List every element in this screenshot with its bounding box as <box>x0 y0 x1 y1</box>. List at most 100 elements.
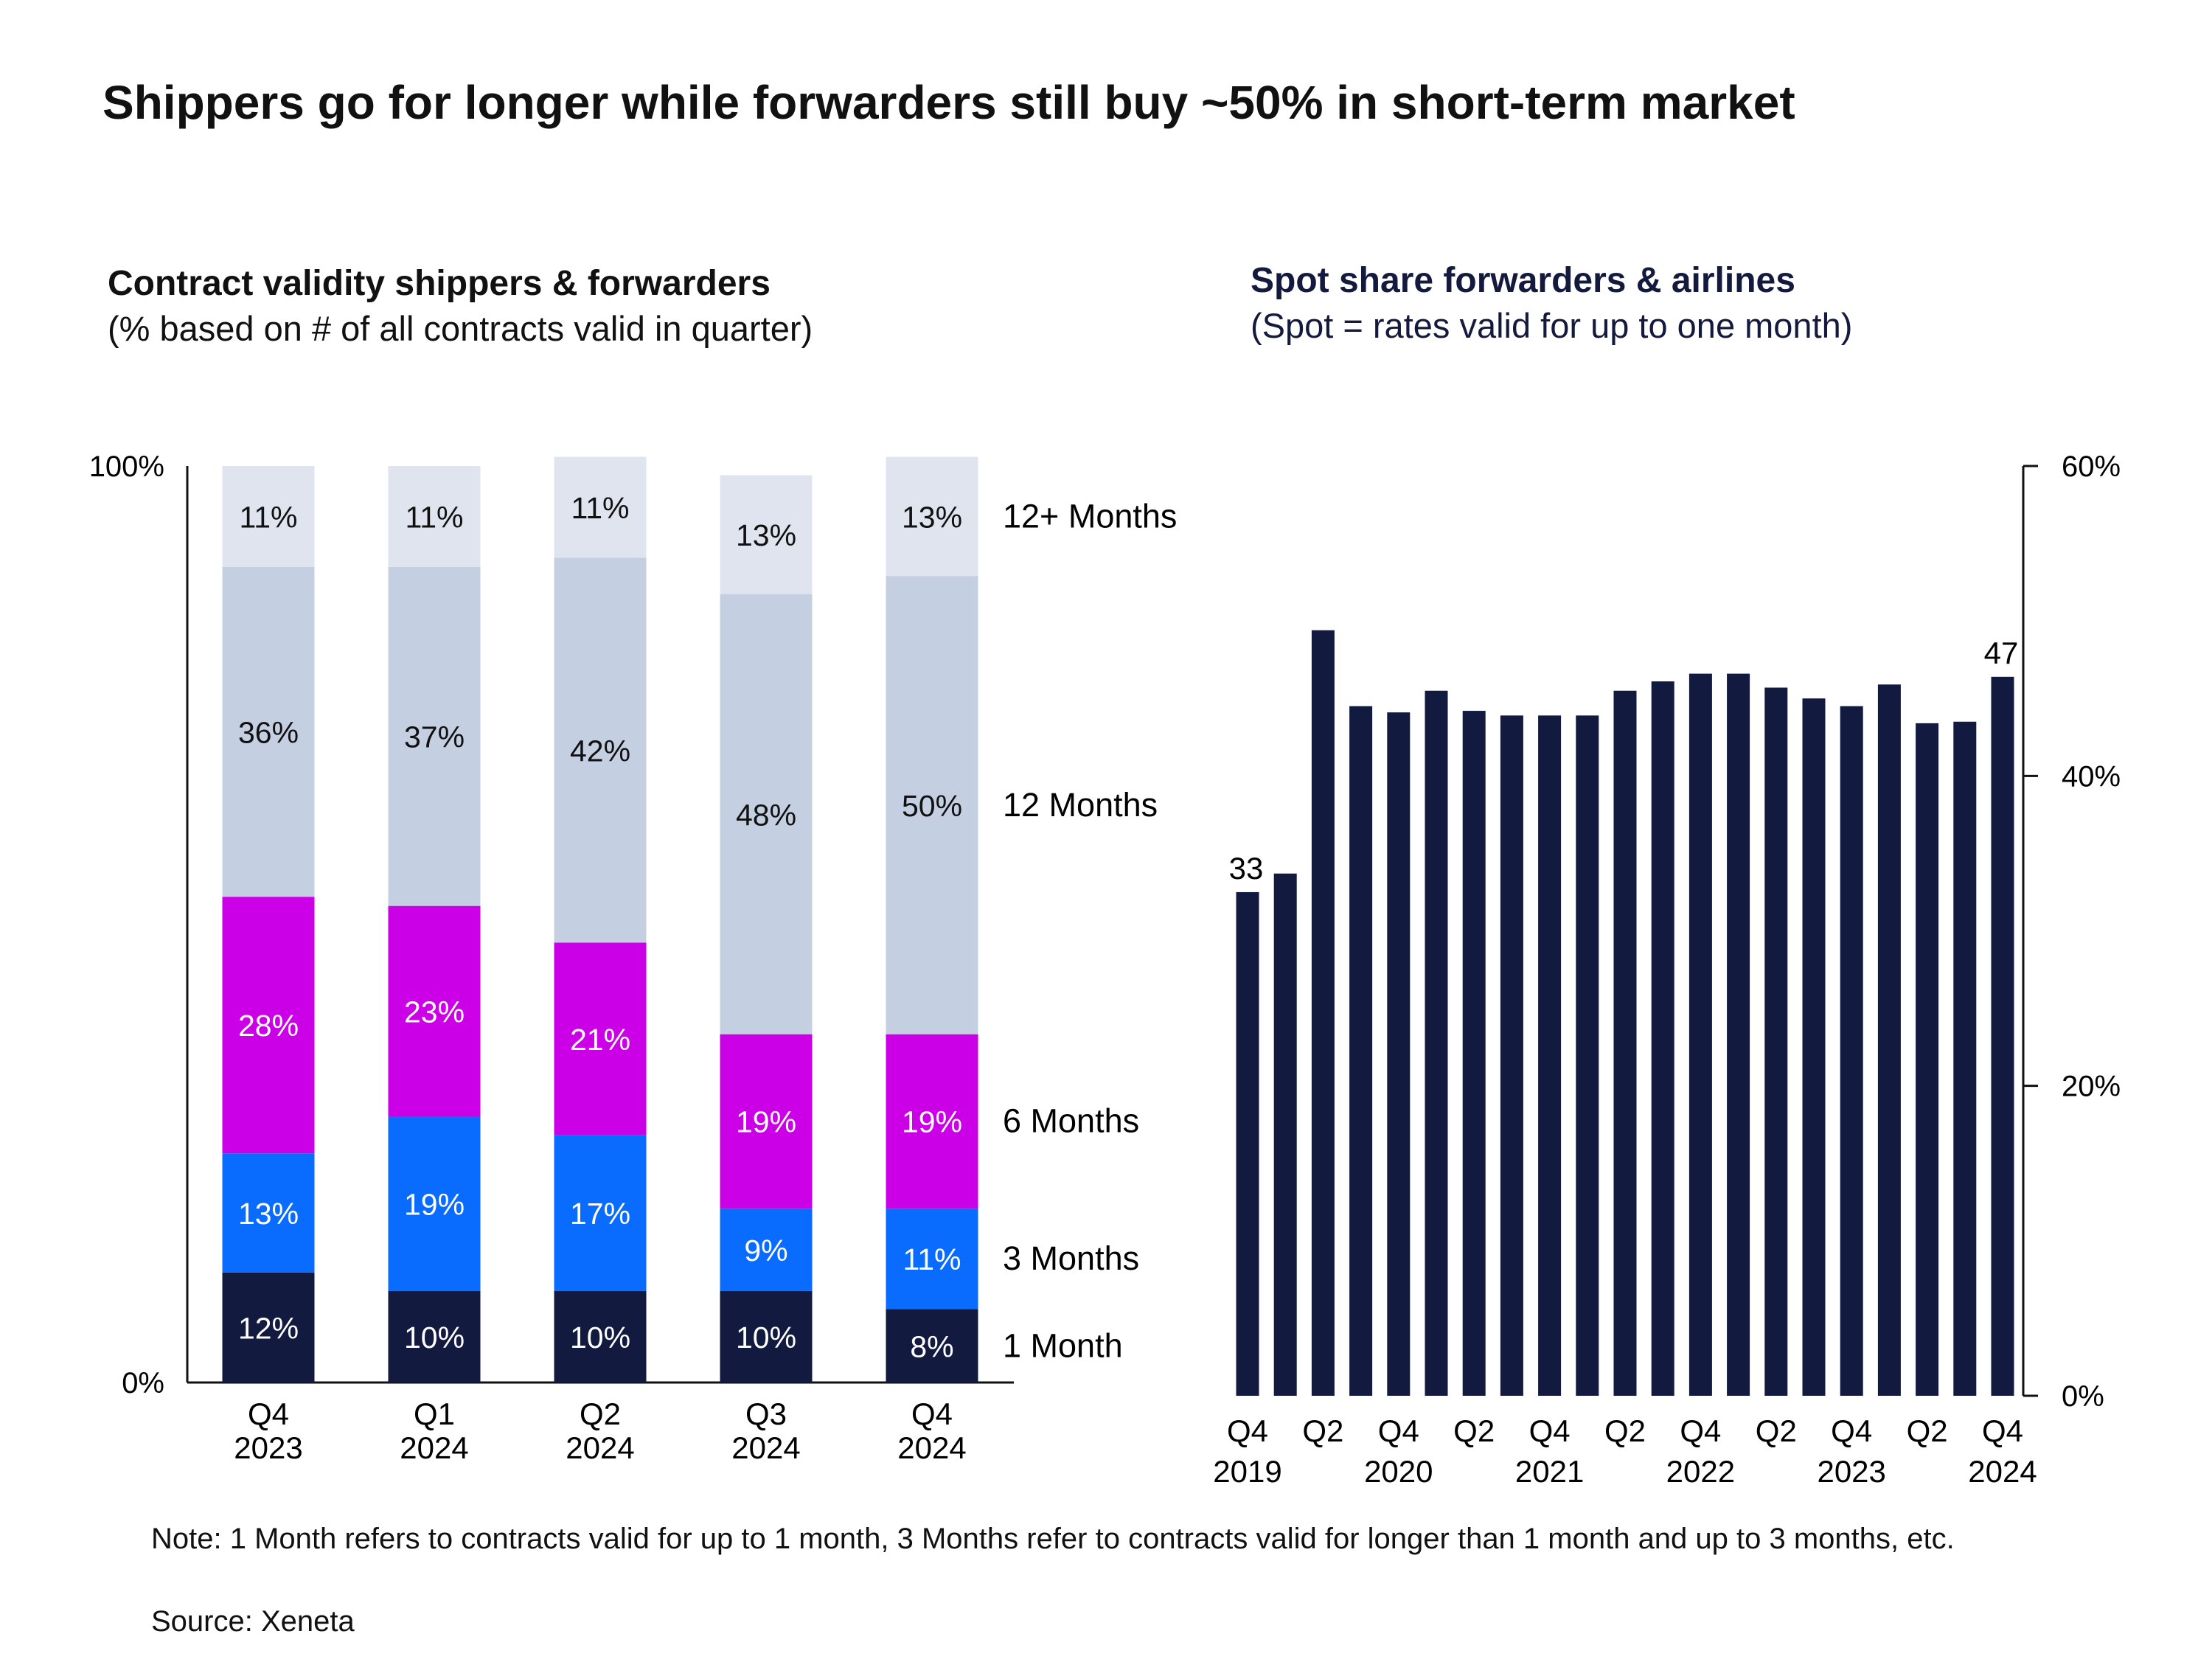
data-label: 33 <box>1229 851 1264 886</box>
y-tick-label: 40% <box>2062 760 2121 793</box>
bar-segment-6-months <box>222 897 315 1154</box>
bar-segment-3-months <box>388 1116 481 1291</box>
data-label: 42% <box>570 734 630 768</box>
spot-bar <box>1425 690 1448 1396</box>
spot-bar <box>1916 723 1939 1396</box>
spot-bar <box>1840 706 1863 1396</box>
x-tick-label: Q4 <box>1831 1413 1872 1448</box>
bar-segment-3-months <box>720 1208 813 1291</box>
y-tick-label: 60% <box>2062 451 2121 483</box>
x-tick-label: 2022 <box>1666 1454 1735 1489</box>
data-label: 13% <box>238 1197 299 1231</box>
spot-bar <box>1311 630 1335 1397</box>
bar-segment-12-plus-months <box>554 456 647 558</box>
bar-segment-12-plus-months <box>720 475 813 595</box>
page-title: Shippers go for longer while forwarders … <box>102 76 1795 129</box>
x-tick-label: 2024 <box>400 1430 468 1465</box>
spot-bar <box>1387 712 1411 1396</box>
x-tick-label: 2024 <box>566 1430 634 1465</box>
data-label: 17% <box>570 1197 630 1231</box>
spot-bar <box>1500 715 1523 1396</box>
bar-segment-12-months <box>720 594 813 1034</box>
x-tick-label: Q4 <box>911 1397 953 1431</box>
spot-bar <box>1764 687 1788 1396</box>
bar-segment-6-months <box>886 1034 978 1208</box>
bar-segment-1-month <box>886 1309 978 1382</box>
source-label: Source: Xeneta <box>151 1605 355 1638</box>
x-tick-label: 2019 <box>1213 1454 1281 1489</box>
bar-segment-3-months <box>222 1153 315 1273</box>
spot-bar <box>1953 721 1977 1396</box>
x-tick-label: 2020 <box>1364 1454 1433 1489</box>
x-tick-label: Q4 <box>248 1397 289 1431</box>
x-tick-label: 2023 <box>1817 1454 1885 1489</box>
data-label: 21% <box>570 1023 630 1057</box>
spot-bar <box>1991 676 2014 1396</box>
x-tick-label: 2021 <box>1515 1454 1584 1489</box>
data-label: 12% <box>238 1311 299 1345</box>
bar-segment-12-plus-months <box>222 466 315 567</box>
spot-bar <box>1462 711 1486 1396</box>
data-label: 48% <box>736 798 796 832</box>
contract-validity-chart-subtitle: (% based on # of all contracts valid in … <box>108 309 813 348</box>
spot-share-chart-subtitle: (Spot = rates valid for up to one month) <box>1251 306 1853 345</box>
data-label: 11% <box>902 1242 961 1276</box>
x-tick-label: Q4 <box>1227 1413 1268 1448</box>
spot-bar <box>1727 673 1750 1396</box>
legend-label-3-months: 3 Months <box>1003 1239 1139 1277</box>
bar-segment-1-month <box>222 1272 315 1382</box>
data-label: 10% <box>570 1321 630 1354</box>
y-tick-label: 0% <box>2062 1380 2104 1413</box>
data-label: 28% <box>238 1009 299 1043</box>
footnote: Note: 1 Month refers to contracts valid … <box>151 1523 1955 1555</box>
data-label: 11% <box>239 500 297 534</box>
bar-segment-6-months <box>720 1034 813 1208</box>
data-label: 19% <box>902 1105 962 1139</box>
x-tick-label: Q1 <box>414 1397 455 1431</box>
y-tick-label: 0% <box>122 1367 164 1399</box>
bar-segment-3-months <box>886 1208 978 1310</box>
bar-segment-12-months <box>388 566 481 906</box>
x-tick-label: 2024 <box>1968 1454 2037 1489</box>
data-label: 11% <box>571 491 629 525</box>
spot-bar <box>1651 681 1674 1396</box>
spot-bar <box>1688 673 1712 1396</box>
x-tick-label: Q4 <box>1378 1413 1419 1448</box>
legend-label-12-months: 12 Months <box>1003 786 1158 824</box>
data-label: 13% <box>902 500 962 534</box>
data-label: 47 <box>1984 636 2019 670</box>
bar-segment-1-month <box>720 1290 813 1382</box>
bar-segment-6-months <box>554 942 647 1135</box>
data-label: 13% <box>736 518 796 552</box>
x-tick-label: Q3 <box>745 1397 787 1431</box>
bar-segment-12-months <box>222 566 315 897</box>
bar-segment-1-month <box>554 1290 647 1382</box>
bar-segment-12-months <box>554 557 647 943</box>
data-label: 50% <box>902 789 962 823</box>
spot-bar <box>1236 891 1259 1396</box>
spot-share-chart-title: Spot share forwarders & airlines <box>1251 261 1795 300</box>
bar-segment-6-months <box>388 905 481 1117</box>
legend-label-6-months: 6 Months <box>1003 1102 1139 1140</box>
data-label: 37% <box>404 720 465 754</box>
data-label: 11% <box>405 500 463 534</box>
x-tick-label: Q2 <box>1756 1413 1797 1448</box>
bar-segment-1-month <box>388 1290 481 1382</box>
x-tick-label: Q4 <box>1680 1413 1721 1448</box>
legend-label-1-month: 1 Month <box>1003 1326 1123 1364</box>
data-label: 10% <box>404 1321 465 1354</box>
bar-segment-12-months <box>886 576 978 1034</box>
data-label: 19% <box>404 1188 465 1222</box>
data-label: 10% <box>736 1321 796 1354</box>
x-tick-label: 2024 <box>897 1430 966 1465</box>
spot-bar <box>1576 715 1599 1396</box>
data-label: 19% <box>736 1105 796 1139</box>
legend-label-12-plus-months: 12+ Months <box>1003 497 1177 535</box>
x-tick-label: Q2 <box>1604 1413 1646 1448</box>
data-label: 8% <box>910 1329 953 1363</box>
y-tick-label: 20% <box>2062 1071 2121 1103</box>
x-tick-label: Q2 <box>1302 1413 1343 1448</box>
data-label: 36% <box>238 715 299 749</box>
bar-segment-3-months <box>554 1135 647 1291</box>
